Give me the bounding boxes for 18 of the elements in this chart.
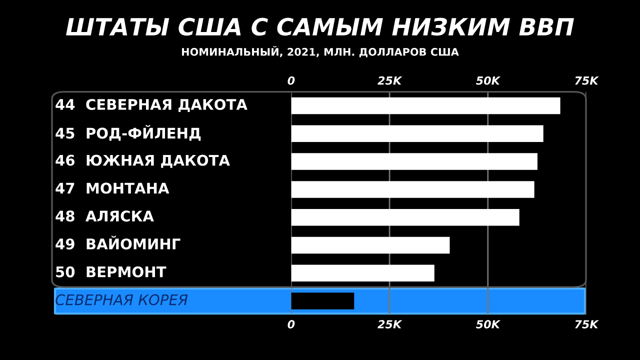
x2-tick-label: 0 <box>288 320 295 328</box>
y-tick-label: 46 ЮЖНАЯ ДАКОТА <box>56 154 230 168</box>
y-tick-label: 47 МОНТАНА <box>56 182 170 194</box>
x2-tick-label: 75K <box>575 320 599 328</box>
x-tick-label: 75K <box>575 76 599 85</box>
x-tick-label: 0 <box>288 76 295 85</box>
x-tick-label: 50K <box>476 76 501 85</box>
x-tick-label: 25K <box>378 76 402 85</box>
x2-tick-label: 25K <box>378 320 402 328</box>
y-tick-label: 48 АЛЯСКА <box>56 210 154 222</box>
y-tick-label: 44 СЕВЕРНАЯ ДАКОТА <box>56 98 248 112</box>
chart-title: ШТАТЫ США С САМЫМ НИЗКИМ ВВП <box>66 18 574 36</box>
y-tick-label: 50 ВЕРМОНТ <box>56 266 166 278</box>
x2-tick-label: 50K <box>476 320 501 328</box>
y-tick-label: 49 ВАЙОМИНГ <box>56 236 180 250</box>
y-tick-label: СЕВЕРНАЯ КОРЕЯ <box>56 294 188 306</box>
y-tick-label: 45 РОД-ФЙЛЕНД <box>56 125 201 141</box>
chart-subtitle: НОМИНАЛЬНЫЙ, 2021, МЛН. ДОЛЛАРОВ США <box>182 46 459 58</box>
